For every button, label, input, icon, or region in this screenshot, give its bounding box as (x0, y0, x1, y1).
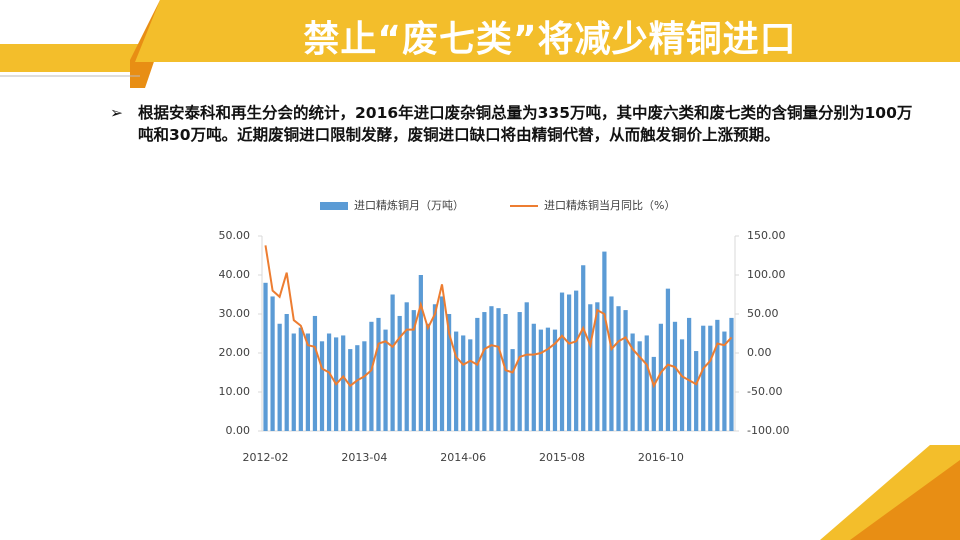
banner-left (0, 44, 160, 72)
bar (538, 329, 543, 431)
line (264, 245, 733, 389)
y-tick-label: 10.00 (219, 385, 251, 398)
y2-tick-label: 0.00 (747, 346, 772, 359)
bar (644, 335, 649, 431)
x-tick-label: 2012-02 (243, 451, 289, 464)
bar (595, 302, 600, 431)
legend-swatch (320, 202, 348, 210)
y-tick-label: 20.00 (219, 346, 251, 359)
y2-tick-label: 150.00 (747, 229, 786, 242)
bar (665, 288, 671, 431)
x-tick-label: 2015-08 (539, 451, 585, 464)
bar (489, 306, 494, 431)
bar (291, 333, 296, 431)
bar (319, 341, 325, 431)
y-tick-label: 50.00 (219, 229, 251, 242)
y2-tick-label: -50.00 (747, 385, 782, 398)
bar (623, 310, 628, 431)
bar (446, 314, 452, 431)
bar (355, 345, 360, 431)
bar (559, 292, 565, 431)
bar (383, 329, 388, 431)
bar (418, 275, 423, 431)
bar (651, 356, 656, 431)
bar (397, 315, 402, 431)
bar (588, 304, 593, 431)
bar (277, 323, 282, 431)
y2-tick-label: 100.00 (747, 268, 786, 281)
y-tick-label: 0.00 (226, 424, 251, 437)
bar (270, 296, 275, 431)
bar (630, 333, 635, 431)
bar (637, 341, 642, 431)
bar (341, 335, 346, 431)
bar (432, 304, 438, 431)
legend-label: 进口精炼铜月（万吨） (354, 198, 464, 212)
bar (701, 325, 706, 431)
bar (305, 333, 311, 431)
y2-tick-label: -100.00 (747, 424, 789, 437)
bar (616, 306, 621, 431)
bar (686, 317, 692, 431)
corner-accent (850, 460, 960, 540)
bar (461, 335, 466, 431)
y-tick-label: 40.00 (219, 268, 251, 281)
bar (326, 333, 332, 431)
y-tick-label: 30.00 (219, 307, 251, 320)
bar (284, 314, 289, 431)
bar (722, 331, 727, 431)
bar (369, 321, 374, 431)
bar (439, 296, 445, 431)
bar (574, 290, 579, 431)
bar (496, 308, 501, 431)
x-tick-label: 2016-10 (638, 451, 684, 464)
bar (482, 312, 487, 431)
bar (672, 321, 678, 431)
bar (404, 302, 409, 431)
x-tick-label: 2013-04 (341, 451, 387, 464)
bar (298, 327, 303, 431)
bar (602, 251, 607, 431)
bar (679, 339, 685, 431)
bar (517, 312, 522, 431)
y2-tick-label: 50.00 (747, 307, 779, 320)
bar (729, 317, 734, 431)
bar (362, 341, 367, 431)
bullet-text: 根据安泰科和再生分会的统计，2016年进口废杂铜总量为335万吨，其中废六类和废… (138, 104, 913, 144)
banner (135, 0, 960, 62)
bar (708, 325, 713, 431)
bar (524, 302, 529, 431)
bar (475, 317, 480, 431)
bar (552, 329, 558, 431)
bar (715, 319, 720, 431)
bar (531, 323, 536, 431)
bar (609, 296, 614, 431)
bar (658, 323, 663, 431)
bar (503, 314, 508, 431)
bar (312, 315, 318, 431)
bar (263, 282, 268, 431)
bar (566, 294, 572, 431)
x-tick-label: 2014-06 (440, 451, 486, 464)
bar (454, 331, 459, 431)
bullet: ➢ 根据安泰科和再生分会的统计，2016年进口废杂铜总量为335万吨，其中废六类和… (110, 102, 920, 146)
bar (411, 310, 416, 431)
bar (376, 317, 381, 431)
slide-title: 禁止“废七类”将减少精铜进口 (303, 19, 797, 60)
bar (425, 323, 431, 431)
bullet-arrow: ➢ (110, 104, 123, 122)
bar (390, 294, 395, 431)
bar (581, 265, 586, 431)
bar (348, 349, 353, 431)
bar (468, 339, 473, 431)
legend-label: 进口精炼铜当月同比（%） (544, 198, 675, 212)
bar (694, 351, 699, 431)
chart: 0.00 10.00 20.00 30.00 40.00 50.00 -100.00 -50.… (219, 198, 790, 464)
bar (510, 349, 515, 431)
bar (545, 327, 551, 431)
